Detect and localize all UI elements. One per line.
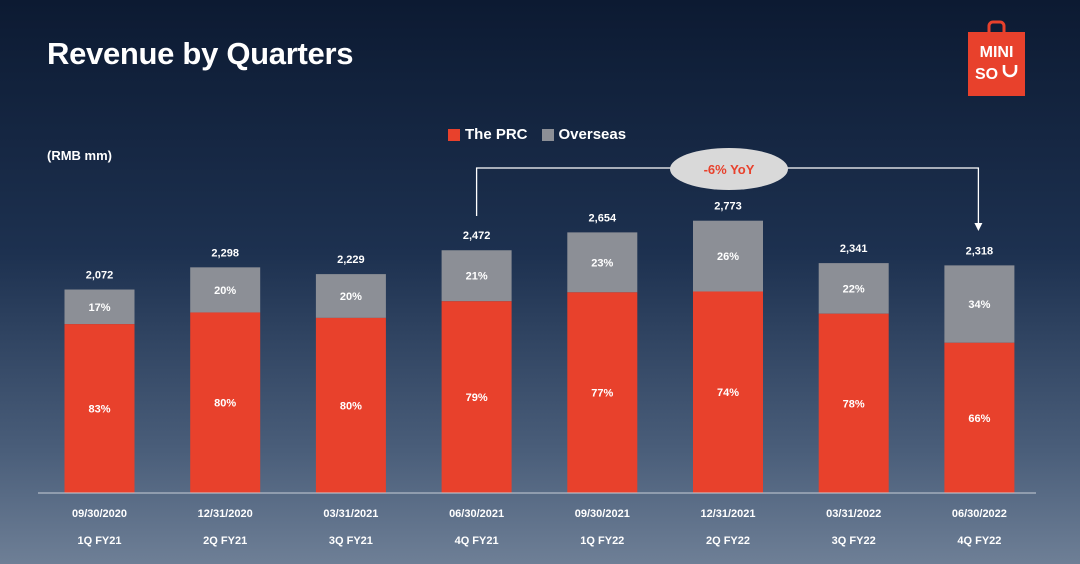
x-tick-label-quarter: 3Q FY21 [329,535,373,547]
total-label: 2,298 [211,247,239,259]
x-tick-label-quarter: 1Q FY22 [580,535,624,547]
x-tick-label-quarter: 4Q FY22 [957,535,1001,547]
legend-item-overseas: Overseas [541,126,627,143]
bar-prc [64,324,135,493]
prc-share-label: 80% [340,400,362,412]
overseas-share-label: 23% [591,257,613,269]
bar-overseas [64,289,135,325]
legend: The PRC Overseas [448,126,640,143]
prc-share-label: 74% [717,387,739,399]
overseas-share-label: 17% [88,302,110,314]
legend-swatch-prc [448,128,460,141]
overseas-share-label: 34% [968,299,990,311]
logo-bag-handle [987,20,1006,33]
prc-share-label: 79% [466,392,488,404]
x-tick-label-quarter: 1Q FY21 [77,535,121,547]
x-tick-label-quarter: 2Q FY22 [706,535,750,547]
bar-prc [818,313,889,493]
bar-prc [693,291,763,493]
x-tick-label-quarter: 2Q FY21 [203,535,247,547]
bar-prc [315,317,386,493]
bar-prc [944,342,1015,493]
x-tick-label-date: 06/30/2022 [952,508,1007,520]
x-tick-label-date: 03/31/2021 [323,508,378,520]
total-label: 2,773 [714,201,742,213]
legend-label-overseas: Overseas [558,126,627,143]
total-label: 2,472 [463,230,491,242]
prc-share-label: 83% [88,404,110,416]
legend-swatch-overseas [541,128,554,141]
prc-share-label: 66% [968,413,990,425]
overseas-share-label: 21% [466,271,488,283]
yoy-arrow-icon [974,223,983,231]
yoy-callout: -6% YoY [670,148,788,190]
bar-prc [190,312,261,493]
bar-overseas [693,220,763,292]
total-label: 2,072 [86,270,114,282]
prc-share-label: 80% [214,398,236,410]
overseas-share-label: 20% [214,285,236,297]
logo-smile-icon [1002,65,1018,78]
prc-share-label: 78% [843,398,865,410]
overseas-share-label: 20% [340,291,362,303]
legend-label-prc: The PRC [465,126,528,143]
x-tick-label-date: 12/31/2020 [198,508,253,520]
bar-overseas [190,267,261,313]
miniso-logo: MINI SO [968,20,1025,96]
x-tick-label-date: 09/30/2020 [72,508,127,520]
total-label: 2,341 [840,243,868,255]
x-tick-label-date: 03/31/2022 [826,508,881,520]
bar-overseas [315,274,386,318]
x-tick-label-date: 12/31/2021 [700,508,755,520]
bar-overseas [944,265,1015,343]
prc-share-label: 77% [591,388,613,400]
x-tick-label-date: 06/30/2021 [449,508,504,520]
total-label: 2,229 [337,254,365,266]
logo-line1: MINI [980,44,1014,61]
legend-item-prc: The PRC [448,126,528,143]
bar-prc [567,292,638,493]
logo-bag-body [968,32,1025,96]
bar-overseas [818,263,889,314]
x-tick-label-date: 09/30/2021 [575,508,630,520]
bar-overseas [567,232,638,293]
total-label: 2,318 [966,245,994,257]
x-tick-label-quarter: 3Q FY22 [832,535,876,547]
x-tick-label-quarter: 4Q FY21 [455,535,499,547]
total-label: 2,654 [589,212,617,224]
overseas-share-label: 26% [717,251,739,263]
bar-overseas [441,250,512,302]
logo-line2: SO [975,66,998,83]
overseas-share-label: 22% [843,283,865,295]
bar-prc [441,301,512,493]
page-title: Revenue by Quarters [47,36,354,71]
unit-label: (RMB mm) [47,148,112,163]
